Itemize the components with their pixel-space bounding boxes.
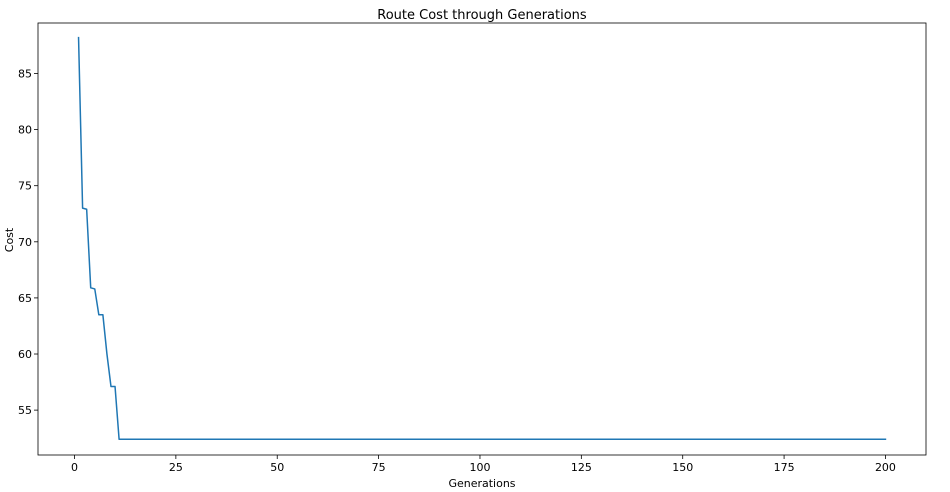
cost-series-line — [77, 36, 887, 441]
x-tick-label: 100 — [469, 461, 490, 474]
x-tick-label: 175 — [774, 461, 795, 474]
x-tick-label: 150 — [672, 461, 693, 474]
y-tick-label: 60 — [18, 348, 32, 361]
y-axis-label: Cost — [3, 227, 16, 252]
x-tick-label: 125 — [571, 461, 592, 474]
chart-title: Route Cost through Generations — [377, 8, 587, 23]
y-axis: 55 60 65 70 75 80 85 — [18, 67, 38, 417]
x-tick-label: 25 — [169, 461, 183, 474]
y-tick-label: 85 — [18, 67, 32, 80]
x-axis: 0 25 50 75 100 125 150 175 200 — [71, 455, 896, 474]
y-tick-label: 65 — [18, 292, 32, 305]
y-tick-label: 55 — [18, 404, 32, 417]
y-tick-label: 70 — [18, 236, 32, 249]
x-tick-label: 75 — [372, 461, 386, 474]
y-tick-label: 75 — [18, 180, 32, 193]
x-axis-label: Generations — [448, 477, 515, 490]
y-tick-label: 80 — [18, 124, 32, 137]
x-tick-label: 0 — [71, 461, 78, 474]
x-tick-label: 50 — [270, 461, 284, 474]
x-tick-label: 200 — [875, 461, 896, 474]
plot-area — [37, 22, 927, 456]
series-layer — [77, 36, 887, 441]
